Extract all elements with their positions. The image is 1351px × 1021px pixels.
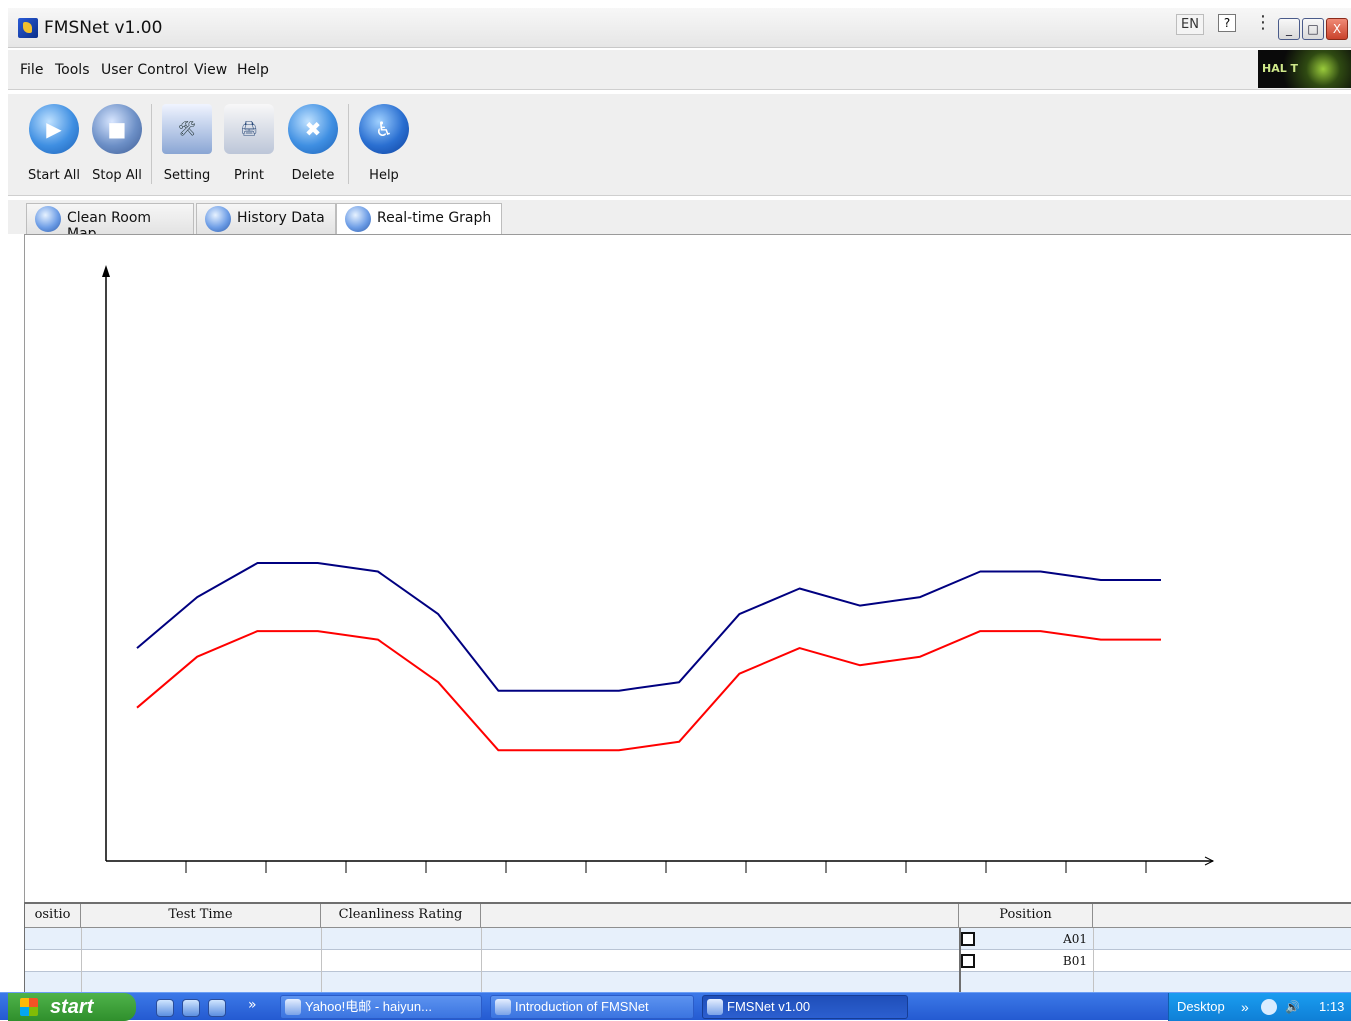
col-header-blank — [481, 904, 959, 928]
taskbar: start » Yahoo!电邮 - haiyun... Introductio… — [0, 992, 1351, 1021]
window-titlebar: FMSNet v1.00 EN ? ⋮ _ □ X — [8, 8, 1351, 48]
tray-icon[interactable] — [1261, 999, 1277, 1015]
real-time-graph-icon — [345, 206, 371, 232]
realtime-graph-panel — [24, 234, 1351, 902]
col-header-cleanliness[interactable]: Cleanliness Rating — [321, 904, 481, 928]
position-checkbox[interactable] — [961, 954, 975, 968]
toolbar-separator — [348, 104, 349, 184]
printer-icon: 🖨 — [224, 104, 274, 154]
series-line-2 — [136, 630, 1161, 752]
taskbar-item-yahoo[interactable]: Yahoo!电邮 - haiyun... — [280, 995, 482, 1019]
y-axis-arrow — [102, 265, 110, 277]
minimize-button[interactable]: _ — [1278, 18, 1300, 40]
play-icon: ▶ — [29, 104, 79, 154]
desktop-toolbar-label[interactable]: Desktop — [1177, 999, 1225, 1014]
taskbar-item-label: Yahoo!电邮 - haiyun... — [305, 999, 432, 1014]
menu-tools[interactable]: Tools — [55, 62, 90, 78]
help-label: Help — [369, 168, 399, 183]
col-header-position[interactable]: ositio — [25, 904, 81, 928]
close-button[interactable]: X — [1326, 18, 1348, 40]
chevron-right-icon[interactable]: » — [1241, 999, 1249, 1015]
help-button[interactable]: ♿ Help — [356, 100, 412, 190]
menu-help[interactable]: Help — [237, 62, 269, 78]
language-label[interactable]: EN — [1176, 14, 1204, 35]
setting-label: Setting — [163, 168, 211, 183]
start-all-button[interactable]: ▶ Start All — [24, 100, 84, 190]
table-row[interactable] — [25, 928, 1351, 950]
print-button[interactable]: 🖨 Print — [222, 100, 276, 190]
ie-icon — [285, 999, 301, 1015]
tab-label: History Data — [237, 210, 325, 226]
print-label: Print — [234, 168, 264, 183]
menu-user-control[interactable]: User Control — [101, 62, 188, 78]
windows-logo-icon — [20, 998, 38, 1016]
language-indicator[interactable]: EN — [1176, 14, 1204, 35]
taskbar-item-fmsnet[interactable]: FMSNet v1.00 — [702, 995, 908, 1019]
clock[interactable]: 1:13 — [1319, 999, 1345, 1014]
col-header-blank-2 — [1093, 904, 1351, 928]
help-question-icon[interactable]: ? — [1218, 14, 1236, 32]
delete-label: Delete — [291, 168, 335, 183]
x-axis-arrow — [1204, 856, 1215, 866]
start-label: start — [50, 996, 94, 1018]
position-checkbox[interactable] — [961, 932, 975, 946]
tab-label: Real-time Graph — [377, 210, 492, 226]
chevron-right-icon[interactable]: » — [248, 997, 257, 1013]
table-row[interactable] — [25, 950, 1351, 972]
history-data-icon — [205, 206, 231, 232]
app-icon — [707, 999, 723, 1015]
realtime-graph-chart — [102, 265, 1215, 873]
clean-room-map-icon — [35, 206, 61, 232]
volume-icon[interactable]: 🔊 — [1285, 1000, 1300, 1014]
delete-button[interactable]: ✖ Delete — [284, 100, 342, 190]
delete-icon: ✖ — [288, 104, 338, 154]
quicklaunch-icon[interactable] — [182, 999, 200, 1017]
stop-icon: ■ — [92, 104, 142, 154]
tab-real-time-graph[interactable]: Real-time Graph — [336, 203, 502, 235]
tab-clean-room-map[interactable]: Clean Room Map — [26, 203, 194, 242]
app-icon — [18, 18, 38, 38]
accessibility-icon: ♿ — [359, 104, 409, 154]
toolbar: ▶ Start All ■ Stop All 🛠 Setting 🖨 Print… — [8, 94, 1351, 196]
menu-bar: File Tools User Control View Help HAL T — [8, 50, 1351, 90]
ie-icon[interactable] — [208, 999, 226, 1017]
menu-file[interactable]: File — [20, 62, 44, 78]
taskbar-item-label: Introduction of FMSNet — [515, 999, 649, 1014]
column-divider — [959, 928, 961, 994]
table-row[interactable] — [25, 972, 1351, 994]
column-divider — [321, 928, 322, 994]
start-all-label: Start All — [27, 168, 80, 183]
maximize-button[interactable]: □ — [1302, 18, 1324, 40]
window-title: FMSNet v1.00 — [44, 18, 163, 38]
menu-view[interactable]: View — [194, 62, 228, 78]
taskbar-item-label: FMSNet v1.00 — [727, 999, 811, 1014]
series-line-1 — [136, 562, 1161, 692]
tools-icon: 🛠 — [162, 104, 212, 154]
quicklaunch-icon[interactable] — [156, 999, 174, 1017]
hal-logo: HAL T — [1258, 50, 1351, 88]
stop-all-button[interactable]: ■ Stop All — [88, 100, 146, 190]
start-button[interactable]: start — [8, 993, 136, 1021]
grip-dots-icon: ⋮ — [1254, 12, 1272, 33]
position-cell: A01 — [1063, 932, 1087, 946]
system-tray: Desktop » 🔊 1:13 — [1168, 993, 1351, 1021]
col-header-test-time[interactable]: Test Time — [81, 904, 321, 928]
taskbar-item-introduction[interactable]: Introduction of FMSNet — [490, 995, 694, 1019]
tab-strip: Clean Room Map History Data Real-time Gr… — [8, 200, 1351, 242]
data-table: ositio Test Time Cleanliness Rating Posi… — [24, 902, 1351, 994]
column-divider — [1093, 928, 1094, 994]
position-cell: B01 — [1062, 954, 1087, 968]
document-icon — [495, 999, 511, 1015]
tab-history-data[interactable]: History Data — [196, 203, 336, 234]
setting-button[interactable]: 🛠 Setting — [158, 100, 216, 190]
stop-all-label: Stop All — [92, 168, 142, 183]
column-divider — [81, 928, 82, 994]
col-header-position-2[interactable]: Position — [959, 904, 1093, 928]
column-divider — [481, 928, 482, 994]
toolbar-separator — [151, 104, 152, 184]
